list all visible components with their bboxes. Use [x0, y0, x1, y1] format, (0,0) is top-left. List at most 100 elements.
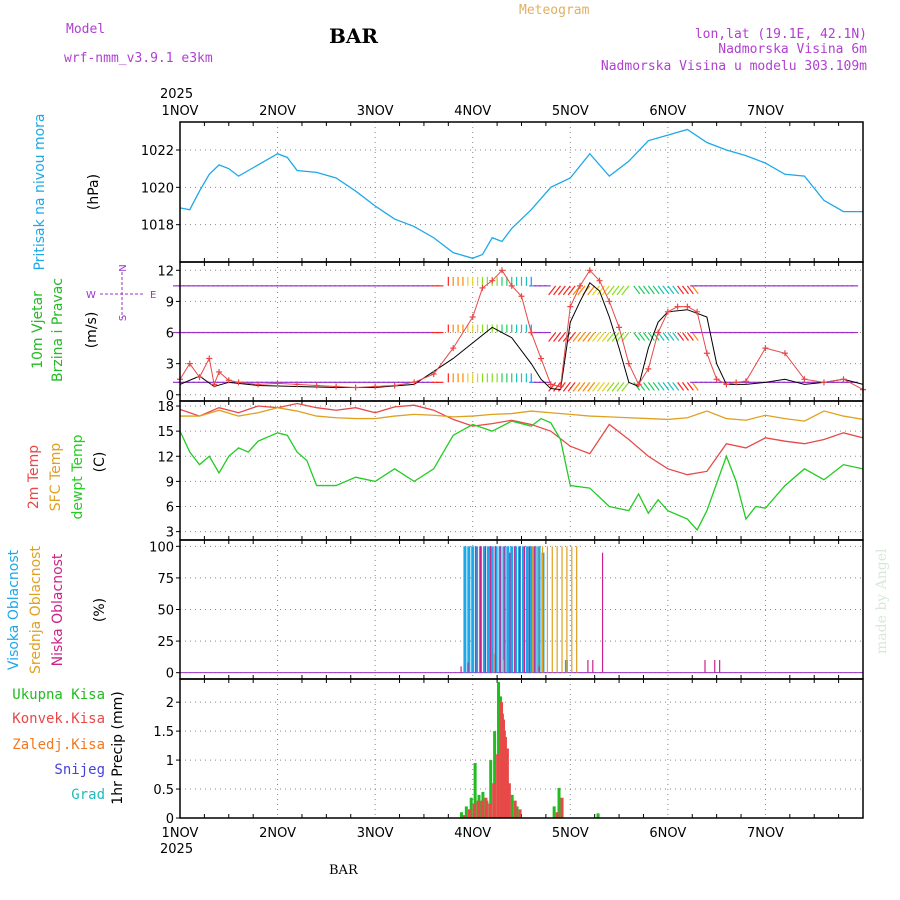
wind-gust-marker: [489, 277, 496, 284]
y-tick-label: 25: [157, 635, 174, 650]
wind-arrow: [601, 332, 610, 342]
wind-gust-marker: [411, 379, 418, 386]
wind-arrow: [548, 332, 557, 342]
wind-gust-marker: [508, 282, 515, 289]
wind-gust-marker: [781, 350, 788, 357]
y-tick-label: 6: [166, 327, 174, 342]
precip-bar: [500, 702, 504, 818]
cloud-panel: 0 25 50 75 100: [149, 540, 863, 682]
y-tick-label: 1022: [141, 144, 174, 159]
wind-arrow: [647, 285, 655, 295]
cloud-bar: [502, 660, 505, 673]
wind-gust-marker: [723, 381, 730, 388]
x-tick-label-top: 5NOV: [552, 104, 589, 119]
wind-gust-marker: [498, 267, 505, 274]
wind-dir-cross: [100, 272, 144, 318]
wind-arrow: [657, 285, 665, 295]
cloud-bar: [514, 546, 516, 673]
cloud-bar: [546, 546, 548, 673]
wind-arrow: [657, 381, 665, 391]
cloud-bar: [533, 546, 537, 673]
y-tick-label: 9: [166, 295, 174, 310]
cloud-bar: [510, 546, 514, 673]
precip-bar: [515, 806, 519, 818]
y-tick-label: 3: [166, 526, 174, 541]
precip-legend-item: Grad: [71, 787, 105, 803]
meteogram-title: Meteogram: [519, 3, 590, 18]
precip-bar: [507, 783, 511, 818]
wind-arrow: [691, 332, 699, 341]
wind-arrow: [657, 332, 665, 341]
wind-gust-marker: [742, 378, 749, 385]
cloud-bar: [479, 546, 482, 673]
x-tick-label-bottom: 1NOV: [162, 826, 199, 841]
cloud-bar: [571, 546, 573, 673]
cloud-bar: [475, 546, 477, 673]
pressure-axis-label: Pritisak na nivou mora: [32, 113, 48, 270]
station-title: BAR: [329, 24, 378, 48]
cloud-bar: [532, 546, 534, 673]
wind-arrow: [577, 381, 586, 392]
wind-axis-label-2: Brzina i Pravac: [50, 278, 66, 382]
wind-arrow: [562, 285, 571, 296]
precip-bar: [464, 806, 468, 818]
model-label: Model: [66, 22, 105, 37]
precip-bar: [484, 797, 488, 818]
precip-bar: [557, 787, 561, 818]
y-tick-label: 1018: [141, 219, 174, 234]
wind-gust-marker: [372, 383, 379, 390]
cloud-bar: [601, 552, 604, 673]
temp-dewpt-line: [179, 417, 864, 532]
pressure-line: [179, 128, 863, 259]
wind-arrow: [642, 381, 650, 391]
y-tick-label: 9: [166, 475, 174, 490]
wind-arrow: [596, 332, 605, 342]
wind-arrow: [672, 381, 680, 391]
wind-arrow: [611, 285, 620, 296]
precip-bar: [552, 806, 556, 818]
wind-arrow: [592, 285, 601, 296]
x-tick-label-top: 2NOV: [259, 104, 296, 119]
cloud-bar: [460, 666, 462, 673]
precip-bar: [560, 797, 564, 818]
wind-arrow: [606, 285, 615, 296]
wind-arrow: [592, 381, 601, 392]
cloud-bar: [541, 546, 544, 673]
wind-gust-marker: [479, 284, 486, 291]
wind-arrow: [621, 381, 630, 392]
wind-arrow: [601, 381, 610, 392]
cloud-bar: [523, 546, 526, 673]
coords-label: lon,lat (19.1E, 42.1N): [695, 27, 867, 42]
wind-arrow: [682, 381, 689, 391]
temp-unit-label: (C): [92, 452, 108, 473]
model-name: wrf-nmm_v3.9.1 e3km: [64, 51, 213, 66]
wind-gust-marker: [391, 382, 398, 389]
y-tick-label: 0: [166, 389, 174, 404]
wind-gust-marker: [625, 360, 632, 367]
cloud-bar: [504, 546, 506, 673]
precip-bar: [513, 800, 517, 818]
wind-arrow: [587, 381, 596, 392]
wind-arrow: [633, 332, 641, 341]
y-tick-label: 12: [157, 450, 174, 465]
wind-gust-marker: [713, 376, 720, 383]
temp-2m-line: [179, 402, 864, 476]
wind-axis-label: 10m Vjetar: [30, 291, 46, 369]
cloud-low-axis-label: Niska Oblacnost: [50, 553, 66, 666]
x-tick-label-bottom: 7NOV: [747, 826, 784, 841]
wind-gust-marker: [586, 267, 593, 274]
wind-gust-marker: [616, 324, 623, 331]
wind-gust-marker: [801, 376, 808, 383]
precip-legend-item: Snijeg: [54, 762, 105, 778]
cloud-bar: [528, 546, 530, 673]
wind-arrow: [682, 285, 689, 295]
temp-sfc-axis-label: SFC Temp: [48, 443, 64, 512]
precip-bar: [467, 809, 471, 818]
wind-gust-marker: [645, 365, 652, 372]
y-tick-label: 12: [157, 264, 174, 279]
wind-arrow: [677, 332, 685, 341]
wind-arrow: [672, 285, 680, 295]
precip-bar: [493, 731, 497, 818]
wind-gust-marker: [294, 381, 301, 388]
wind-gust-marker: [352, 384, 359, 391]
